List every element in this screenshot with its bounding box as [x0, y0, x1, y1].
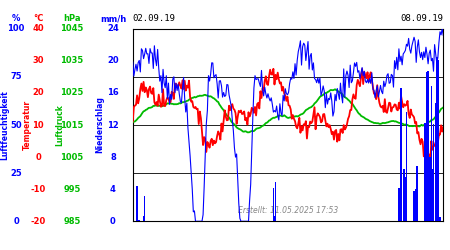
- Text: 20: 20: [107, 56, 119, 65]
- Bar: [439, 217, 441, 221]
- Text: mm/h: mm/h: [100, 14, 126, 23]
- Text: 985: 985: [63, 217, 81, 226]
- Text: Niederschlag: Niederschlag: [95, 96, 104, 154]
- Bar: [415, 189, 417, 221]
- Bar: [436, 57, 437, 221]
- Text: Luftdruck: Luftdruck: [55, 104, 64, 146]
- Text: Luftfeuchtigkeit: Luftfeuchtigkeit: [0, 90, 9, 160]
- Bar: [139, 220, 140, 221]
- Bar: [136, 186, 138, 221]
- Bar: [433, 124, 434, 221]
- Bar: [274, 216, 275, 221]
- Bar: [432, 169, 433, 221]
- Text: 12: 12: [107, 120, 119, 130]
- Text: Erstellt: 11.05.2025 17:53: Erstellt: 11.05.2025 17:53: [238, 206, 338, 216]
- Text: 10: 10: [32, 120, 44, 130]
- Bar: [435, 102, 436, 221]
- Bar: [426, 72, 428, 221]
- Bar: [431, 86, 432, 221]
- Text: 995: 995: [63, 185, 81, 194]
- Bar: [405, 177, 406, 221]
- Text: 0: 0: [13, 217, 19, 226]
- Text: 16: 16: [107, 88, 119, 98]
- Bar: [275, 182, 276, 221]
- Text: %: %: [12, 14, 20, 23]
- Text: 75: 75: [10, 72, 22, 82]
- Bar: [143, 216, 144, 221]
- Bar: [437, 60, 439, 221]
- Bar: [428, 70, 429, 221]
- Bar: [424, 123, 426, 221]
- Text: 8: 8: [110, 152, 116, 162]
- Text: 0: 0: [110, 217, 116, 226]
- Text: -20: -20: [31, 217, 45, 226]
- Text: 1015: 1015: [60, 120, 84, 130]
- Text: 20: 20: [32, 88, 44, 98]
- Text: 40: 40: [32, 24, 44, 33]
- Text: hPa: hPa: [63, 14, 81, 23]
- Text: 1025: 1025: [60, 88, 84, 98]
- Bar: [400, 88, 402, 221]
- Bar: [144, 196, 145, 221]
- Bar: [404, 169, 405, 221]
- Text: 0: 0: [35, 152, 41, 162]
- Text: 50: 50: [10, 120, 22, 130]
- Bar: [429, 157, 431, 221]
- Text: 08.09.19: 08.09.19: [400, 14, 443, 23]
- Text: 25: 25: [10, 168, 22, 177]
- Bar: [398, 188, 400, 221]
- Text: 4: 4: [110, 185, 116, 194]
- Text: 1045: 1045: [60, 24, 84, 33]
- Bar: [405, 112, 407, 221]
- Bar: [413, 190, 415, 221]
- Text: 1005: 1005: [60, 152, 84, 162]
- Bar: [399, 203, 401, 221]
- Text: 02.09.19: 02.09.19: [133, 14, 176, 23]
- Text: 1035: 1035: [60, 56, 84, 65]
- Text: 24: 24: [107, 24, 119, 33]
- Text: 100: 100: [7, 24, 25, 33]
- Bar: [417, 166, 418, 221]
- Text: 30: 30: [32, 56, 44, 65]
- Text: °C: °C: [33, 14, 43, 23]
- Text: Temperatur: Temperatur: [22, 100, 32, 150]
- Text: -10: -10: [31, 185, 45, 194]
- Bar: [273, 188, 274, 221]
